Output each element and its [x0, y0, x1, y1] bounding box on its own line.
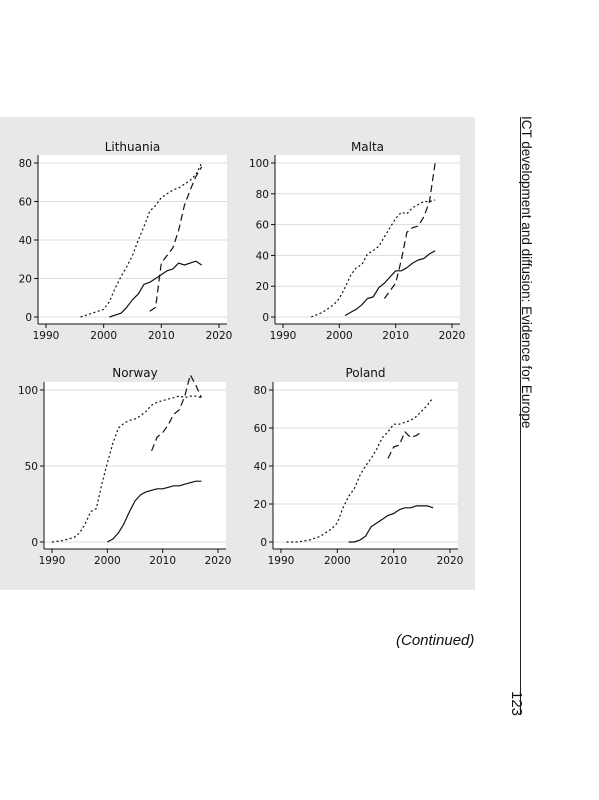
x-tick-label: 2020	[439, 330, 466, 342]
plot-title: Lithuania	[105, 140, 161, 154]
chart-poland: 0 20 40 60 80 1990 2000 2010 2020 Poland	[254, 366, 464, 567]
x-tick-label: 1990	[268, 555, 295, 567]
running-head: ICT development and diffusion: Evidence …	[519, 116, 534, 429]
y-tick-label: 20	[256, 281, 269, 293]
y-tick-label: 60	[256, 220, 269, 232]
y-tick-label: 80	[256, 189, 269, 201]
y-tick-label: 80	[19, 158, 32, 170]
y-tick-label: 60	[254, 423, 267, 435]
x-tick-label: 2000	[326, 330, 353, 342]
series-line-solid	[344, 250, 436, 317]
y-tick-label: 50	[25, 461, 38, 473]
x-tick-label: 2010	[148, 330, 175, 342]
x-tick-label: 1990	[270, 330, 297, 342]
plot-title: Malta	[351, 140, 384, 154]
y-tick-label: 40	[19, 235, 32, 247]
y-tick-label: 20	[19, 274, 32, 286]
x-tick-label: 2020	[205, 555, 232, 567]
y-tick-label: 100	[249, 158, 269, 170]
chart-malta: 0 20 40 60 80 100 1990 2000 2010 2020 Malta	[249, 140, 465, 342]
y-tick-label: 40	[254, 461, 267, 473]
x-tick-label: 2000	[324, 555, 351, 567]
series-line-dotted	[51, 395, 202, 543]
y-tick-label: 0	[260, 537, 267, 549]
y-tick-label: 40	[256, 250, 269, 262]
figure-panel: 0 20 40 60 80 1990 2000 2010 2020 Lithuania 0 20 40 6…	[0, 117, 475, 590]
margin-rule	[520, 117, 521, 715]
x-tick-label: 1990	[33, 330, 60, 342]
y-tick-label: 0	[31, 537, 38, 549]
continued-word: Continued	[401, 632, 470, 649]
chart-norway: 0 50 100 1990 2000 2010 2020 Norway	[18, 366, 231, 567]
series-line-solid	[107, 480, 202, 543]
page-number: 123	[508, 691, 525, 717]
series-line-solid	[109, 260, 203, 318]
y-tick-label: 60	[19, 197, 32, 209]
y-tick-label: 0	[262, 312, 269, 324]
y-tick-label: 80	[254, 385, 267, 397]
x-tick-label: 2000	[94, 555, 121, 567]
x-tick-label: 2010	[382, 330, 409, 342]
x-tick-label: 2010	[380, 555, 407, 567]
x-tick-label: 2020	[206, 330, 233, 342]
series-line-dashed	[151, 374, 202, 452]
series-line-dashed	[149, 166, 203, 312]
series-line-dotted	[80, 162, 203, 318]
series-line-dashed	[387, 431, 423, 459]
plot-area	[275, 155, 460, 324]
y-tick-label: 0	[25, 312, 32, 324]
x-tick-label: 2020	[437, 555, 464, 567]
x-tick-label: 1990	[39, 555, 66, 567]
chart-lithuania: 0 20 40 60 80 1990 2000 2010 2020 Lithuania	[19, 140, 233, 342]
series-line-dashed	[383, 162, 436, 299]
y-tick-label: 20	[254, 499, 267, 511]
y-tick-label: 100	[18, 385, 38, 397]
continued-note: (Continued)	[396, 632, 475, 649]
series-line-solid	[348, 505, 434, 543]
x-tick-label: 2000	[90, 330, 117, 342]
plot-title: Poland	[345, 366, 385, 380]
plot-title: Norway	[112, 366, 158, 380]
x-tick-label: 2010	[149, 555, 176, 567]
